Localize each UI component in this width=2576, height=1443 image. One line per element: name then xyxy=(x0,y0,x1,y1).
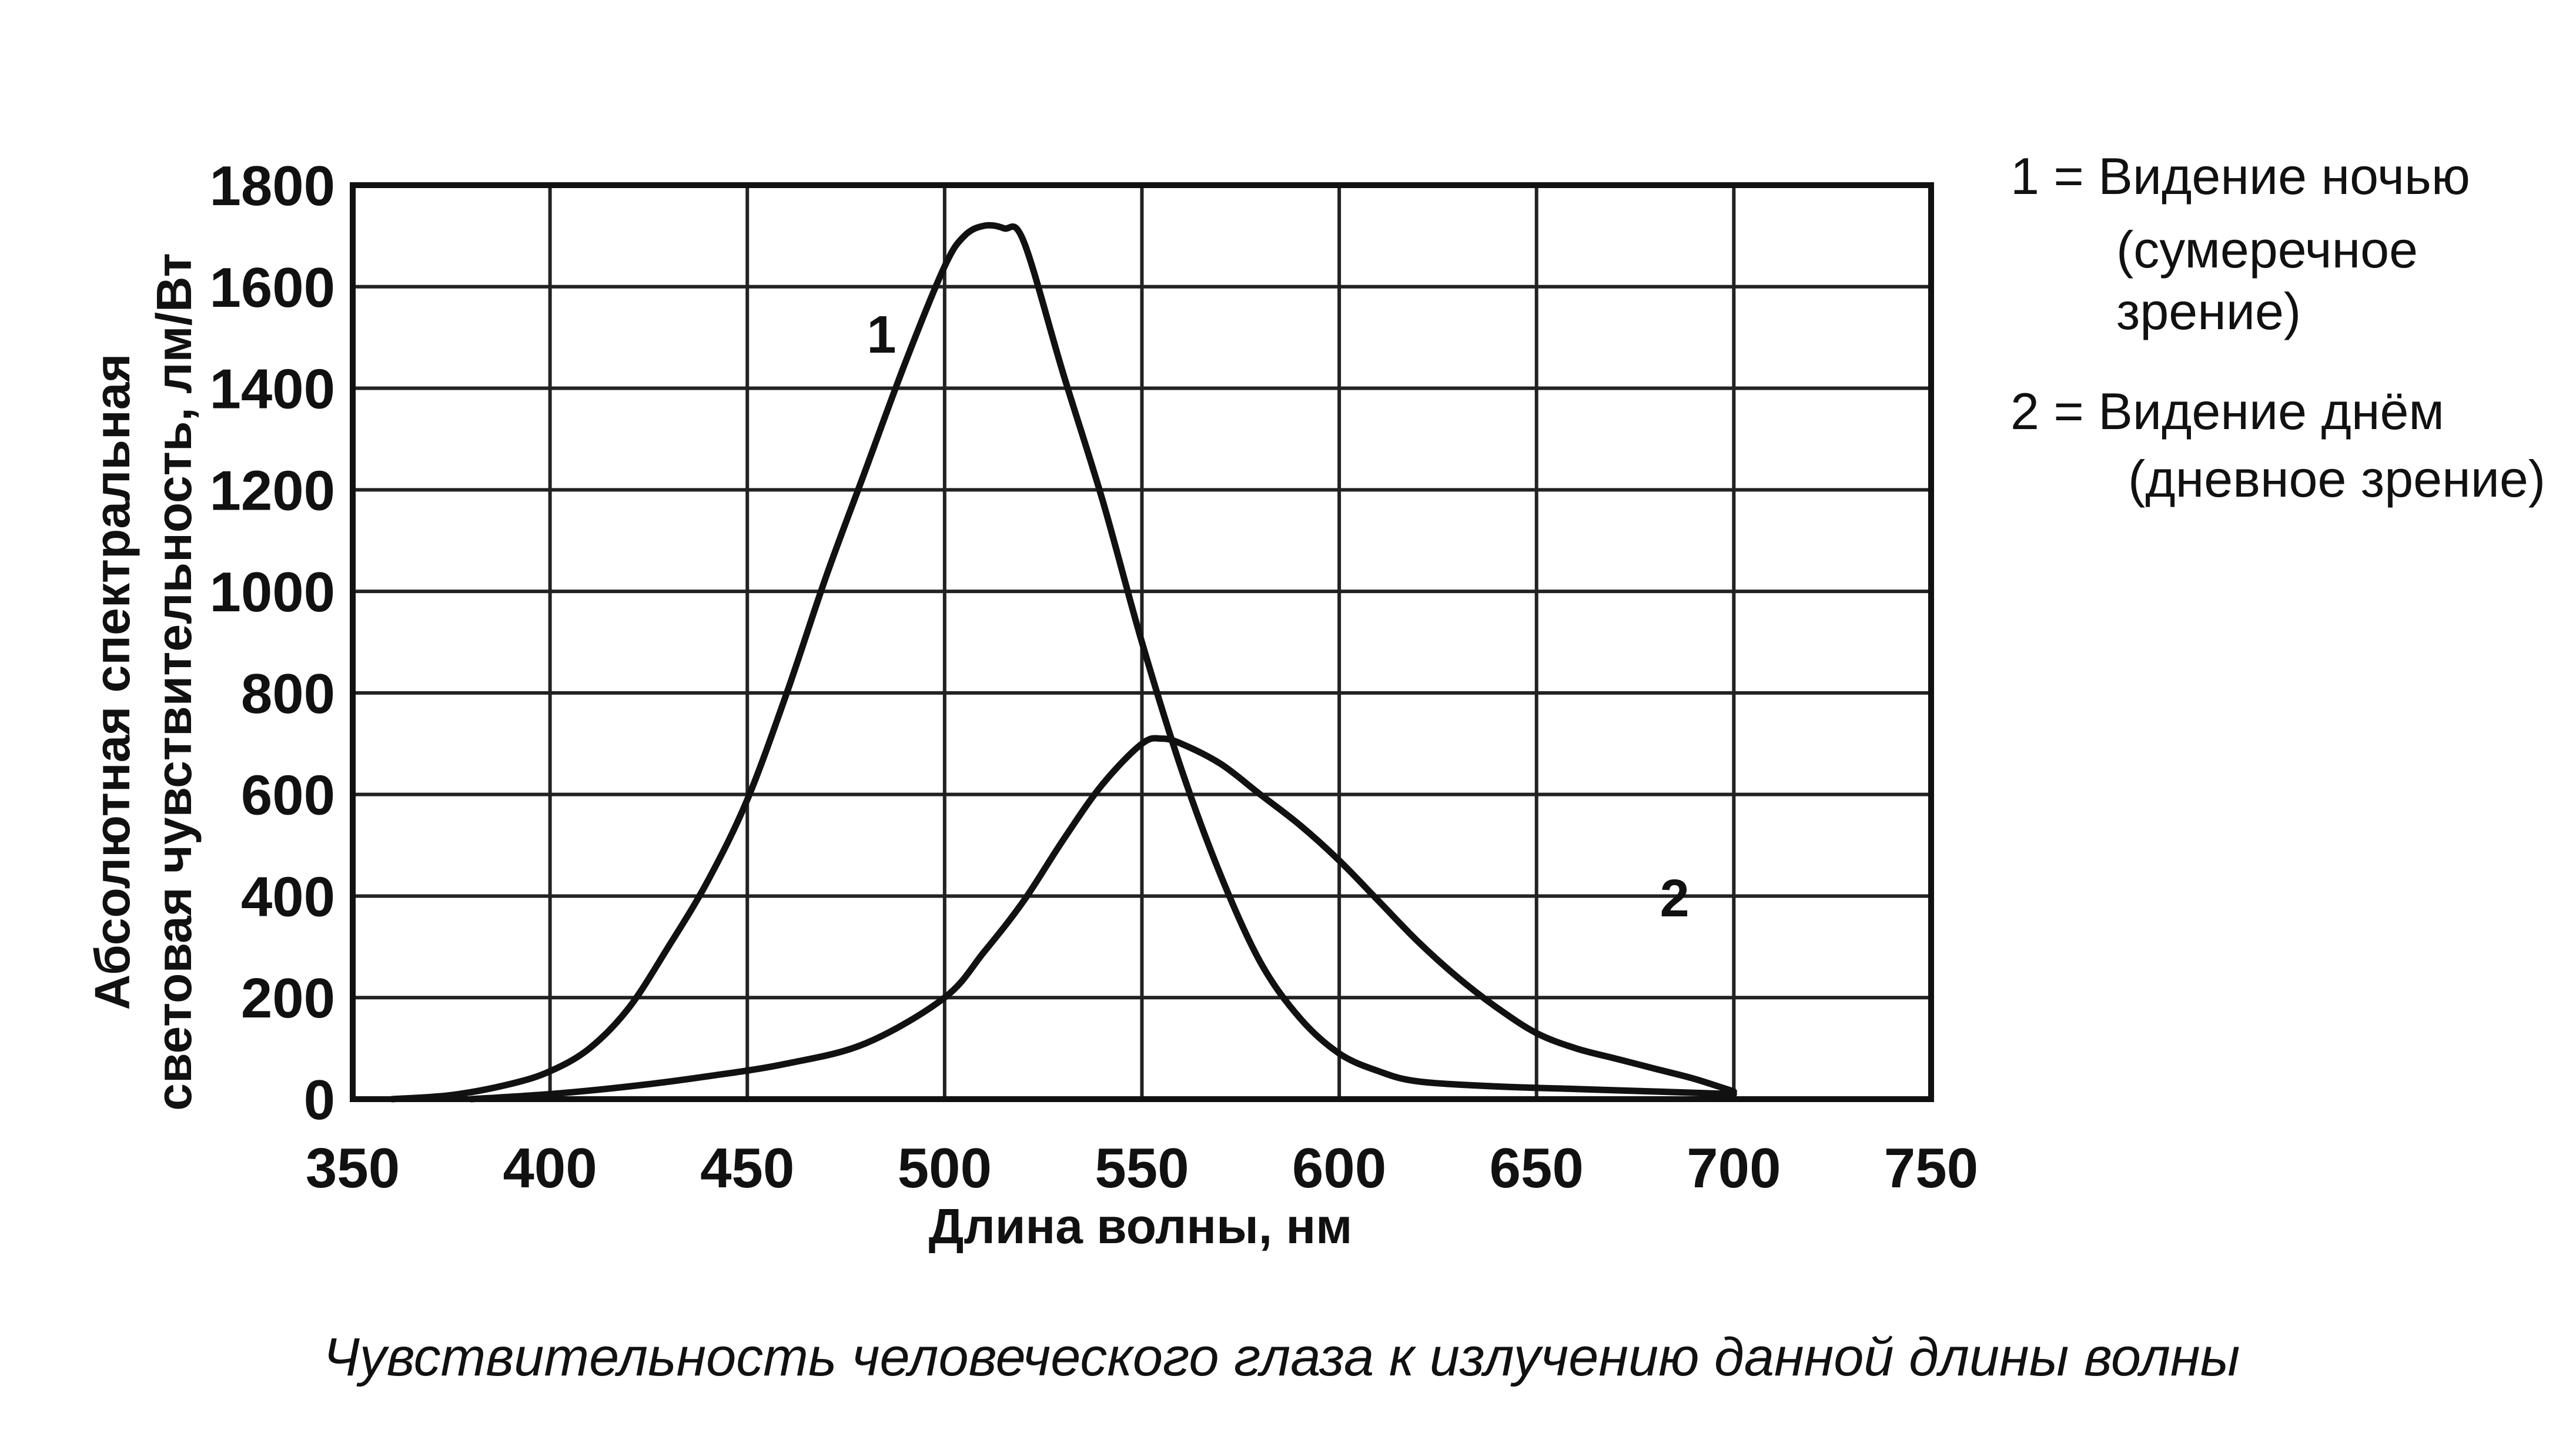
legend-item-2-line2: (дневное зрение) xyxy=(2128,450,2545,508)
y-tick-label: 1600 xyxy=(209,256,335,319)
y-tick-label: 1200 xyxy=(209,459,335,522)
series-line-2 xyxy=(467,735,1737,1103)
y-axis-title: Абсолютная спектральная световая чувстви… xyxy=(85,253,202,1110)
y-axis-title-line1: Абсолютная спектральная xyxy=(85,353,140,1010)
legend-item-1-line2: (сумеречное xyxy=(2116,220,2418,279)
x-tick-label: 400 xyxy=(503,1137,597,1200)
chart-caption: Чувствительность человеческого глаза к и… xyxy=(323,1327,2240,1387)
x-tick-label: 750 xyxy=(1884,1137,1978,1200)
y-tick-label: 0 xyxy=(304,1069,335,1131)
y-tick-label: 400 xyxy=(241,865,335,928)
y-tick-label: 1400 xyxy=(209,358,335,421)
y-tick-label: 600 xyxy=(241,764,335,827)
y-axis-title-line2: световая чувствительность, лм/Вт xyxy=(146,253,202,1110)
y-tick-label: 1800 xyxy=(209,155,335,217)
series-line-1 xyxy=(389,222,1737,1103)
series-layer xyxy=(389,222,1737,1103)
curve-label-1: 1 xyxy=(867,306,896,364)
grid-lines xyxy=(351,183,1933,1101)
x-axis-title: Длина волны, нм xyxy=(929,1198,1353,1254)
y-tick-label: 800 xyxy=(241,662,335,725)
legend-item-2-line1: 2 = Видение днём xyxy=(2010,382,2444,440)
tick-labels: 350 400 450 500 550 600 650 700 750 0 200 400 600 800… xyxy=(209,155,1978,1200)
curve-labels: 12 xyxy=(867,306,1689,928)
x-tick-label: 350 xyxy=(306,1137,400,1200)
y-tick-label: 200 xyxy=(241,967,335,1030)
x-tick-label: 600 xyxy=(1292,1137,1386,1200)
plot-area-frame xyxy=(350,182,1934,1102)
legend-item-1-line1: 1 = Видение ночью xyxy=(2010,147,2470,205)
curve-label-2: 2 xyxy=(1660,869,1690,928)
x-tick-label: 550 xyxy=(1095,1137,1189,1200)
x-tick-label: 700 xyxy=(1687,1137,1781,1200)
legend-item-1-line3: зрение) xyxy=(2116,282,2301,340)
x-tick-label: 650 xyxy=(1490,1137,1584,1200)
legend: 1 = Видение ночью (сумеречное зрение) 2 … xyxy=(2010,147,2545,508)
y-tick-label: 1000 xyxy=(209,561,335,624)
x-tick-label: 450 xyxy=(700,1137,794,1200)
x-tick-label: 500 xyxy=(898,1137,992,1200)
